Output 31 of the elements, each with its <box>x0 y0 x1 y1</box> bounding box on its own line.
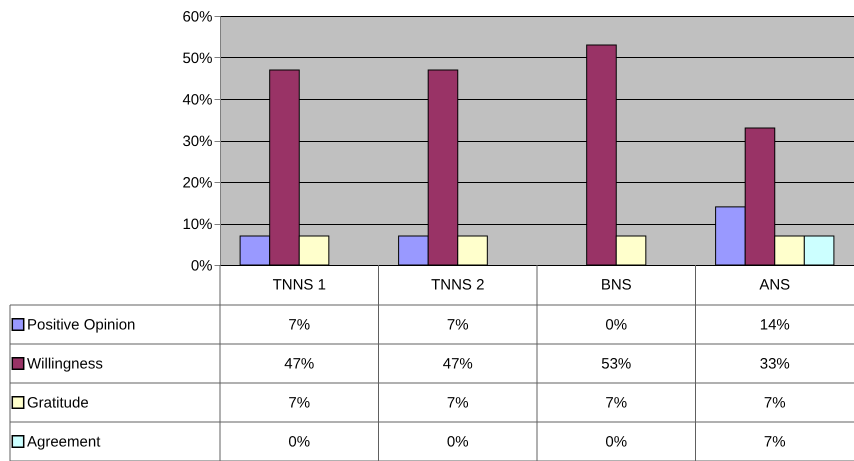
data-label: 7% <box>288 316 310 334</box>
data-label: 0% <box>605 316 628 334</box>
y-tick-label: 60% <box>182 8 212 26</box>
y-tick-label: 20% <box>182 174 212 192</box>
data-label: 7% <box>446 394 469 412</box>
data-label: 14% <box>760 316 790 334</box>
x-tick-label: TNNS 1 <box>272 276 326 294</box>
data-label: 0% <box>288 434 310 450</box>
data-label: 53% <box>601 356 632 372</box>
legend-label: Gratitude <box>27 394 89 412</box>
y-tick-label: 0% <box>190 258 212 274</box>
legend-label: Positive Opinion <box>27 316 136 334</box>
data-label: 7% <box>764 394 786 412</box>
x-tick-label: BNS <box>600 276 632 294</box>
data-label: 7% <box>446 316 469 334</box>
y-tick-label: 30% <box>182 133 212 150</box>
data-label: 33% <box>760 356 790 372</box>
data-label: 7% <box>288 394 310 412</box>
data-label: 7% <box>605 394 628 412</box>
data-label: 7% <box>764 434 786 450</box>
y-tick-label: 10% <box>182 216 212 233</box>
y-tick-label: 50% <box>182 50 212 67</box>
data-label: 47% <box>442 356 473 372</box>
legend-label: Agreement <box>27 434 102 450</box>
data-label: 0% <box>446 434 469 450</box>
y-tick-label: 40% <box>182 92 212 108</box>
data-label: 0% <box>605 434 628 450</box>
data-label: 47% <box>284 356 314 372</box>
legend-label: Willingness <box>27 356 103 372</box>
x-tick-label: TNNS 2 <box>431 276 484 294</box>
x-tick-label: ANS <box>759 276 790 294</box>
